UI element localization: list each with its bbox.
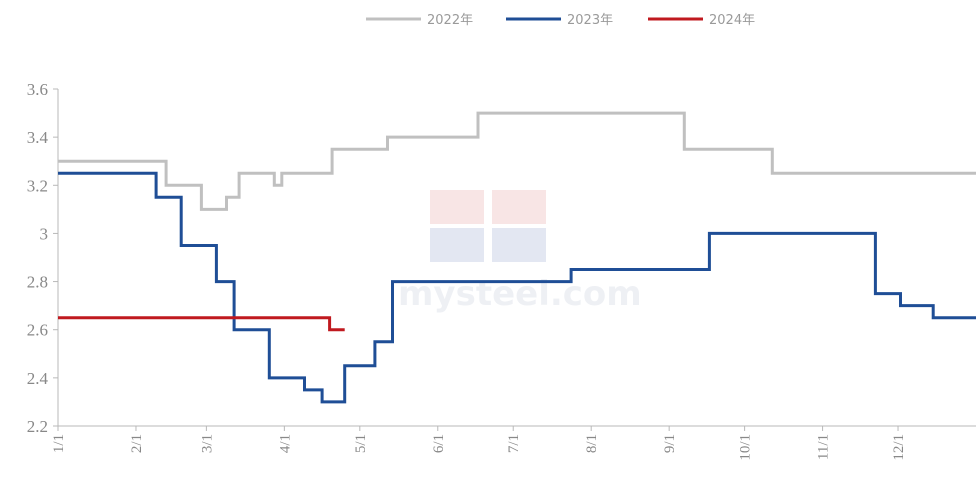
x-tick-label: 11/1 [816, 434, 832, 460]
y-tick-label: 2.6 [27, 321, 48, 340]
x-axis: 1/1 2/1 3/1 4/1 5/1 6/1 7/1 8/1 9/1 10/1 11/1 12/1 [51, 425, 976, 461]
y-tick-label: 3 [40, 224, 49, 243]
y-tick-label: 3.4 [27, 128, 49, 147]
series-line-1 [58, 111, 976, 211]
x-tick-label: 6/1 [431, 434, 447, 453]
x-tick-label: 1/1 [51, 434, 67, 453]
x-tick-label: 4/1 [277, 434, 293, 453]
x-tick-label: 10/1 [738, 434, 754, 461]
watermark-text: mysteel.com [398, 274, 642, 314]
y-tick-label: 2.2 [27, 417, 48, 436]
x-tick-label: 2/1 [129, 434, 145, 453]
x-tick-label: 12/1 [891, 434, 907, 461]
watermark: mysteel.com [398, 190, 642, 314]
legend: 2022年 2023年 2024年 [366, 13, 755, 28]
series-line-3 [58, 316, 345, 332]
y-tick-label: 2.8 [27, 273, 48, 292]
legend-label: 2024年 [709, 13, 755, 28]
watermark-logo-box-1 [430, 190, 484, 224]
watermark-logo-box-2 [492, 190, 546, 224]
watermark-logo-box-4 [492, 228, 546, 262]
x-tick-label: 3/1 [199, 434, 215, 453]
y-tick-label: 2.4 [27, 369, 49, 388]
x-tick-label: 7/1 [506, 434, 522, 453]
x-tick-label: 8/1 [584, 434, 600, 453]
y-tick-label: 3.6 [27, 80, 48, 99]
y-tick-label: 3.2 [27, 176, 48, 195]
y-axis: 2.2 2.4 2.6 2.8 3 3.2 3.4 3.6 [27, 80, 59, 436]
legend-label: 2023年 [567, 13, 613, 28]
legend-label: 2022年 [427, 13, 473, 28]
watermark-logo-box-3 [430, 228, 484, 262]
x-tick-label: 5/1 [353, 434, 369, 453]
series-group [58, 111, 976, 404]
x-tick-label: 9/1 [662, 434, 678, 453]
series-line-2 [58, 171, 976, 404]
